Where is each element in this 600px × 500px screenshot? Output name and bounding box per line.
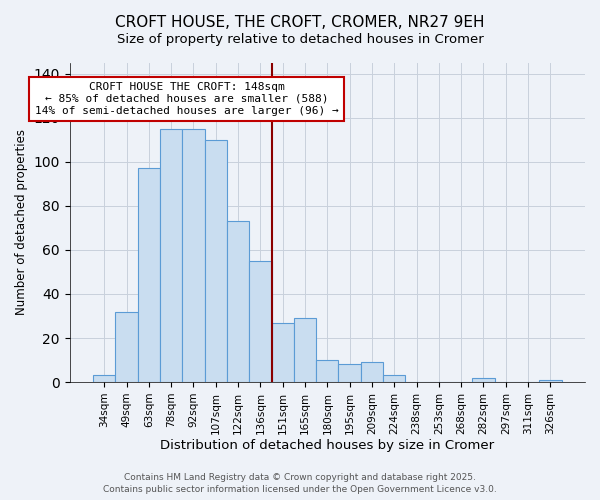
Bar <box>160 128 182 382</box>
Bar <box>115 312 137 382</box>
Bar <box>205 140 227 382</box>
Bar <box>539 380 562 382</box>
Bar <box>294 318 316 382</box>
Bar <box>272 322 294 382</box>
Bar <box>361 362 383 382</box>
Bar <box>249 261 272 382</box>
Text: CROFT HOUSE THE CROFT: 148sqm
← 85% of detached houses are smaller (588)
14% of : CROFT HOUSE THE CROFT: 148sqm ← 85% of d… <box>35 82 338 116</box>
Bar <box>227 221 249 382</box>
Bar <box>316 360 338 382</box>
X-axis label: Distribution of detached houses by size in Cromer: Distribution of detached houses by size … <box>160 440 494 452</box>
Bar <box>93 376 115 382</box>
Bar <box>383 376 406 382</box>
Bar <box>137 168 160 382</box>
Bar <box>338 364 361 382</box>
Bar <box>182 128 205 382</box>
Text: Contains HM Land Registry data © Crown copyright and database right 2025.: Contains HM Land Registry data © Crown c… <box>124 474 476 482</box>
Text: Contains public sector information licensed under the Open Government Licence v3: Contains public sector information licen… <box>103 484 497 494</box>
Bar <box>472 378 494 382</box>
Y-axis label: Number of detached properties: Number of detached properties <box>15 130 28 316</box>
Text: Size of property relative to detached houses in Cromer: Size of property relative to detached ho… <box>116 32 484 46</box>
Text: CROFT HOUSE, THE CROFT, CROMER, NR27 9EH: CROFT HOUSE, THE CROFT, CROMER, NR27 9EH <box>115 15 485 30</box>
